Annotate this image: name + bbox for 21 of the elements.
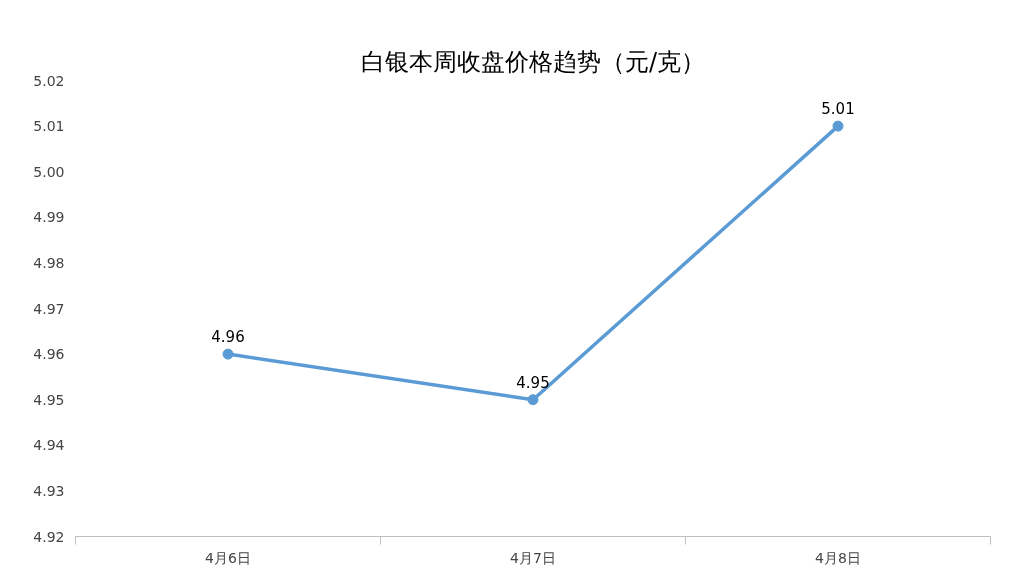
x-tick-label: 4月8日 — [815, 549, 861, 566]
y-tick-label: 4.97 — [33, 300, 65, 317]
y-tick-label: 4.93 — [33, 482, 65, 499]
y-tick-label: 4.95 — [33, 391, 65, 408]
x-tick-label: 4月6日 — [205, 549, 251, 566]
point — [527, 394, 539, 406]
y-tick-label: 5.00 — [33, 163, 65, 180]
chart-title: 白银本周收盘价格趋势（元/克） — [360, 47, 706, 76]
y-tick-label: 4.96 — [33, 346, 65, 363]
y-tick-label: 5.02 — [33, 72, 65, 89]
y-tick-label: 4.92 — [33, 528, 65, 545]
y-tick-label: 5.01 — [33, 118, 65, 135]
y-tick-label: 4.94 — [33, 437, 65, 454]
y-tick-label: 4.99 — [33, 209, 65, 226]
data-label: 5.01 — [821, 100, 855, 119]
y-tick-label: 4.98 — [33, 254, 65, 271]
point — [832, 120, 844, 132]
data-label: 4.96 — [211, 328, 245, 347]
x-tick-label: 4月7日 — [510, 549, 556, 566]
data-label: 4.95 — [516, 373, 550, 392]
point — [222, 348, 234, 360]
